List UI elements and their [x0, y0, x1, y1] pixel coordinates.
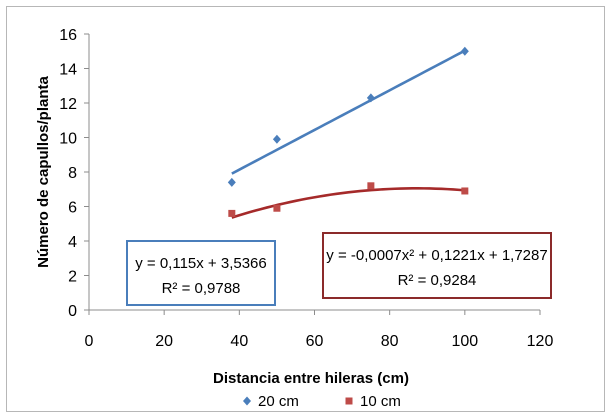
data-point-square	[273, 204, 281, 212]
y-tick-label: 8	[68, 165, 77, 182]
y-tick-label: 14	[59, 62, 77, 79]
trendline-10-cm	[231, 187, 465, 219]
x-tick-label: 20	[155, 333, 173, 350]
trendlines	[231, 49, 466, 219]
y-tick-label: 16	[59, 27, 77, 44]
legend-diamond-marker	[243, 396, 251, 406]
y-tick-label: 12	[59, 96, 77, 113]
equation-box-border	[126, 240, 276, 306]
x-tick-label: 40	[230, 333, 248, 350]
x-tick-label: 120	[527, 333, 554, 350]
trendline-equation: y = -0,0007x² + 0,1221x + 1,7287	[326, 247, 547, 264]
y-tick-label: 0	[68, 303, 77, 320]
trendline-equation: y = 0,115x + 3,5366	[135, 255, 267, 272]
chart-border	[6, 6, 605, 412]
y-tick-label: 2	[68, 269, 77, 286]
data-point-square	[461, 187, 469, 195]
legend-label: 10 cm	[360, 393, 401, 410]
legend-label: 20 cm	[258, 393, 299, 410]
data-point-diamond	[272, 134, 281, 144]
legend: 20 cm 10 cm	[243, 393, 401, 410]
data-point-square	[367, 182, 375, 190]
y-tick-label: 10	[59, 131, 77, 148]
equation-box-10-cm: y = -0,0007x² + 0,1221x + 1,7287 R² = 0,9…	[322, 232, 552, 299]
trendline-r2: R² = 0,9284	[398, 272, 477, 289]
data-point-diamond	[227, 177, 236, 187]
legend-item-10-cm: 10 cm	[345, 393, 401, 410]
axes: 0 2 4 6 8 10 12 14 16 0 20 40 60 80 100 120	[59, 27, 553, 350]
data-point-diamond	[460, 46, 469, 56]
equation-box-border	[322, 232, 552, 299]
data-point-square	[228, 209, 236, 217]
y-axis-title: Número de capullos/planta	[35, 75, 52, 267]
x-tick-label: 60	[306, 333, 324, 350]
legend-item-20-cm: 20 cm	[243, 393, 299, 410]
x-tick-label: 100	[451, 333, 478, 350]
x-tick-label: 80	[381, 333, 399, 350]
data-points	[227, 46, 469, 217]
x-axis-title: Distancia entre hileras (cm)	[213, 370, 409, 387]
data-point-diamond	[366, 93, 375, 103]
equation-boxes: y = 0,115x + 3,5366 R² = 0,9788 y = -0,000…	[126, 232, 552, 306]
equation-box-20-cm: y = 0,115x + 3,5366 R² = 0,9788	[126, 240, 276, 306]
x-tick-label: 0	[85, 333, 94, 350]
y-tick-label: 6	[68, 200, 77, 217]
y-tick-label: 4	[68, 234, 77, 251]
trendline-20-cm	[231, 49, 466, 175]
trendline-r2: R² = 0,9788	[162, 280, 241, 297]
legend-square-marker	[345, 397, 353, 405]
